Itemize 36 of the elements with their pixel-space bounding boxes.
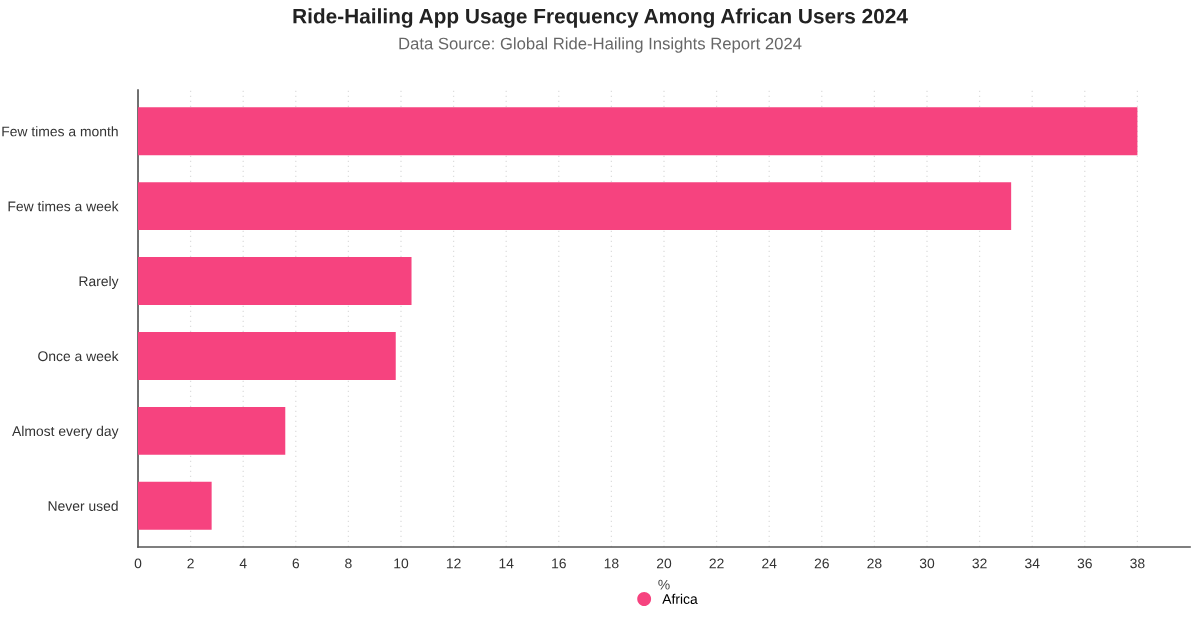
bar — [138, 257, 412, 306]
x-tick-label: 38 — [1130, 558, 1145, 569]
x-axis-title: % — [658, 579, 670, 590]
y-tick-label: Rarely — [79, 276, 119, 289]
x-tick-label: 10 — [394, 558, 409, 569]
bar — [138, 481, 212, 530]
y-tick-label: Few times a month — [2, 126, 118, 137]
y-tick-label: Almost every day — [12, 425, 119, 439]
x-tick-label: 20 — [656, 558, 672, 569]
x-tick-label: 0 — [134, 558, 142, 569]
x-tick-label: 28 — [867, 558, 882, 569]
x-tick-label: 24 — [762, 558, 777, 569]
bar — [138, 331, 396, 380]
y-tick-label: Once a week — [38, 350, 119, 362]
x-tick-label: 2 — [187, 558, 194, 569]
x-tick-label: 6 — [292, 558, 300, 569]
x-tick-label: 30 — [919, 558, 935, 569]
bar — [138, 406, 286, 455]
x-tick-label: 26 — [814, 558, 829, 569]
x-tick-label: 36 — [1077, 558, 1092, 569]
y-tick-label: Never used — [48, 500, 118, 511]
bar — [138, 107, 1138, 156]
chart-subtitle: Data Source: Global Ride-Hailing Insights Report 2024 — [399, 37, 802, 53]
bar — [138, 182, 1012, 231]
x-tick-label: 14 — [499, 558, 514, 569]
x-tick-label: 8 — [345, 558, 352, 569]
x-tick-label: 12 — [446, 558, 461, 569]
x-tick-label: 4 — [239, 558, 247, 569]
x-tick-label: 34 — [1025, 558, 1040, 569]
x-tick-label: 22 — [709, 558, 724, 569]
x-tick-label: 18 — [604, 558, 619, 569]
x-tick-label: 16 — [552, 558, 566, 569]
x-tick-label: 32 — [972, 558, 987, 569]
y-tick-label: Few times a week — [8, 201, 119, 212]
legend-label: Africa — [662, 593, 698, 604]
chart-title: Ride-Hailing App Usage Frequency Among African Users 2024 — [293, 8, 908, 28]
